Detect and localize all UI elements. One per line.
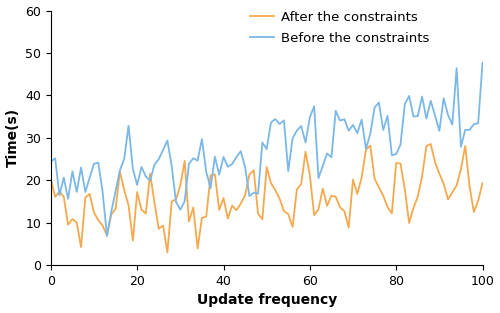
Y-axis label: Time(s): Time(s) <box>6 108 20 167</box>
After the constraints <box>376 186 382 189</box>
Before the constraints <box>480 61 486 65</box>
X-axis label: Update frequency: Update frequency <box>196 294 337 307</box>
After the constraints <box>48 177 54 181</box>
After the constraints <box>428 142 434 146</box>
After the constraints <box>164 251 170 254</box>
Before the constraints <box>78 166 84 169</box>
After the constraints <box>250 168 256 172</box>
After the constraints <box>354 192 360 196</box>
After the constraints <box>480 181 486 185</box>
Line: After the constraints: After the constraints <box>51 144 482 253</box>
After the constraints <box>156 227 162 231</box>
Before the constraints <box>376 100 382 104</box>
After the constraints <box>78 245 84 249</box>
Line: Before the constraints: Before the constraints <box>51 63 482 236</box>
Before the constraints <box>250 191 256 194</box>
Before the constraints <box>48 160 54 163</box>
Before the constraints <box>354 131 360 135</box>
Legend: After the constraints, Before the constraints: After the constraints, Before the constr… <box>245 5 434 50</box>
After the constraints <box>311 213 317 217</box>
Before the constraints <box>104 234 110 238</box>
Before the constraints <box>311 105 317 108</box>
Before the constraints <box>160 148 166 152</box>
